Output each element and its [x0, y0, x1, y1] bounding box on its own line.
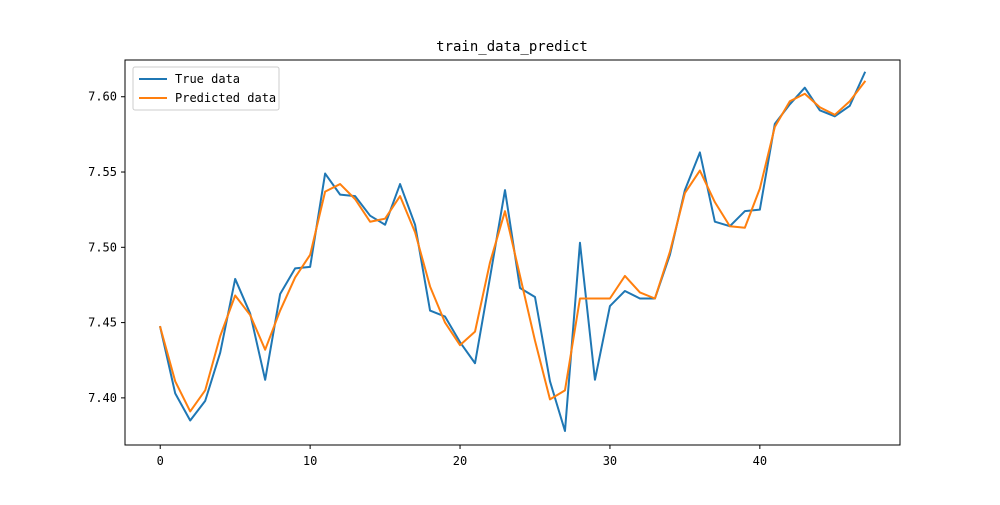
- legend-label-1: Predicted data: [175, 91, 276, 105]
- y-tick-label: 7.60: [88, 90, 117, 104]
- x-tick-label: 30: [603, 454, 617, 468]
- series-line-1: [158, 80, 867, 413]
- x-tick-label: 40: [753, 454, 767, 468]
- legend-box: [132, 66, 280, 111]
- legend-label-0: True data: [175, 72, 240, 86]
- y-tick-label: 7.50: [88, 240, 117, 254]
- y-tick-label: 7.40: [88, 391, 117, 405]
- series-lines: [158, 71, 867, 432]
- y-tick-label: 7.55: [88, 165, 117, 179]
- x-tick-label: 10: [303, 454, 317, 468]
- y-tick-label: 7.45: [88, 316, 117, 330]
- x-tick-label: 20: [453, 454, 467, 468]
- x-tick-label: 0: [157, 454, 164, 468]
- chart-title: train_data_predict: [436, 39, 588, 55]
- series-line-0: [159, 71, 867, 432]
- plot-frame: [124, 59, 901, 446]
- axes: 0 10 20 30 40 7.40 7.45 7.50 7.55 7.60: [88, 59, 901, 468]
- legend: True data Predicted data: [132, 66, 280, 111]
